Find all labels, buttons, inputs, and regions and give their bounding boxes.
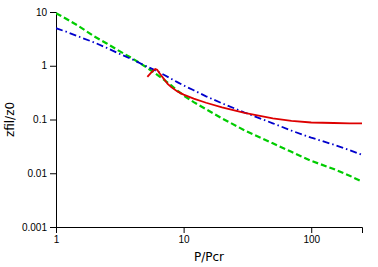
tick-label: 10 [179, 234, 191, 245]
tick-mark [50, 173, 56, 174]
plot-area: 1 10 100 0.001 0.01 0.1 1 10 [22, 7, 363, 245]
x-axis-title: P/Pcr [194, 250, 224, 264]
axis-line [50, 13, 57, 228]
tick-label: 0.01 [28, 168, 48, 179]
line-dashdot [56, 28, 362, 155]
tick-label: 1 [41, 60, 47, 71]
tick-label: 1 [54, 234, 60, 245]
tick: 100 [303, 227, 320, 245]
line-dashed [56, 13, 362, 181]
tick-mark [50, 12, 56, 13]
tick-mark [184, 227, 185, 233]
tick-mark [50, 227, 56, 228]
tick-label: 0.1 [33, 114, 47, 125]
tick-mark [50, 120, 56, 121]
tick-mark [50, 66, 56, 67]
y-axis-title: zfil/z0 [3, 102, 17, 137]
lines [56, 13, 362, 181]
tick: 1 [41, 60, 56, 71]
tick-label: 100 [303, 234, 320, 245]
line-solid [147, 69, 362, 123]
tick: 0.01 [28, 168, 56, 179]
axis-line [57, 228, 363, 234]
x-axis: 1 10 100 [54, 227, 363, 245]
tick-label: 0.001 [22, 222, 47, 233]
tick: 10 [179, 227, 191, 245]
tick-label: 10 [36, 7, 48, 18]
tick: 10 [36, 7, 56, 18]
tick: 0.1 [33, 114, 56, 125]
chart: 1101000.0010.010.1110P/Pcrzfil/z0 [0, 0, 378, 267]
tick: 1 [54, 227, 60, 245]
tick-mark [311, 227, 312, 233]
tick: 0.001 [22, 222, 56, 233]
y-axis: 0.001 0.01 0.1 1 10 [22, 7, 57, 233]
